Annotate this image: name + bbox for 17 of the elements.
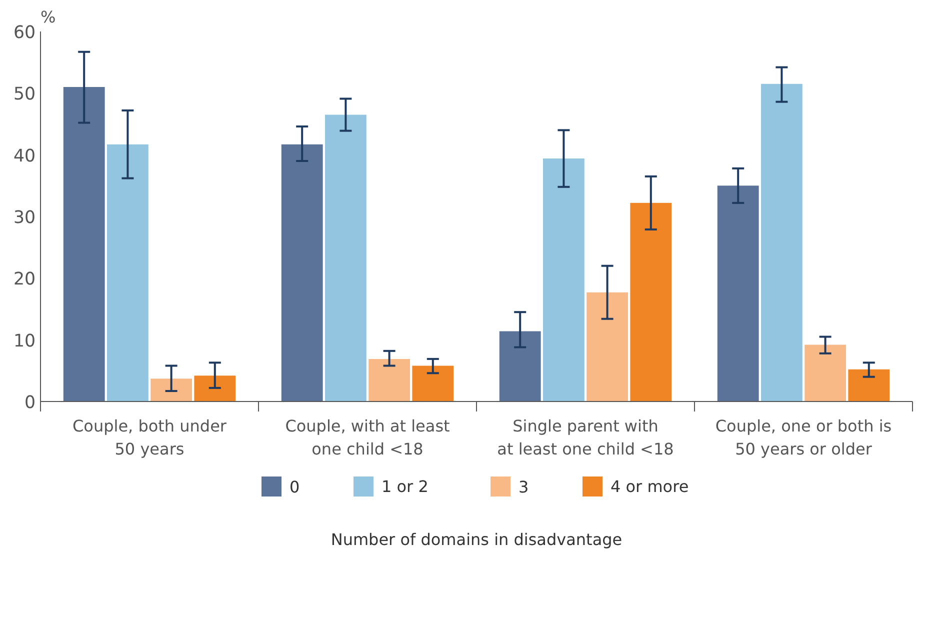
x-tick-label: Couple, one or both is 50 years or older	[715, 416, 892, 458]
y-tick-label: 40	[13, 146, 36, 166]
legend-label: 0	[290, 478, 300, 496]
x-axis-title: Number of domains in disadvantage	[330, 530, 622, 549]
x-tick-label: Couple, with at least one child <18	[285, 416, 450, 458]
legend-label: 1 or 2	[382, 477, 428, 496]
legend-label: 4 or more	[610, 477, 689, 496]
y-tick-label: 20	[13, 270, 36, 290]
y-axis-title: %	[40, 8, 56, 26]
x-tick-label: Couple, both under 50 years	[72, 416, 227, 458]
x-tick-label: Single parent with at least one child <18	[497, 416, 674, 458]
y-tick-label: 50	[13, 84, 36, 105]
y-tick-label: 0	[24, 393, 36, 413]
legend-label: 3	[518, 478, 529, 496]
y-tick-label: 30	[13, 208, 36, 228]
y-tick-label: 60	[13, 23, 36, 43]
y-tick-label: 10	[13, 331, 36, 352]
